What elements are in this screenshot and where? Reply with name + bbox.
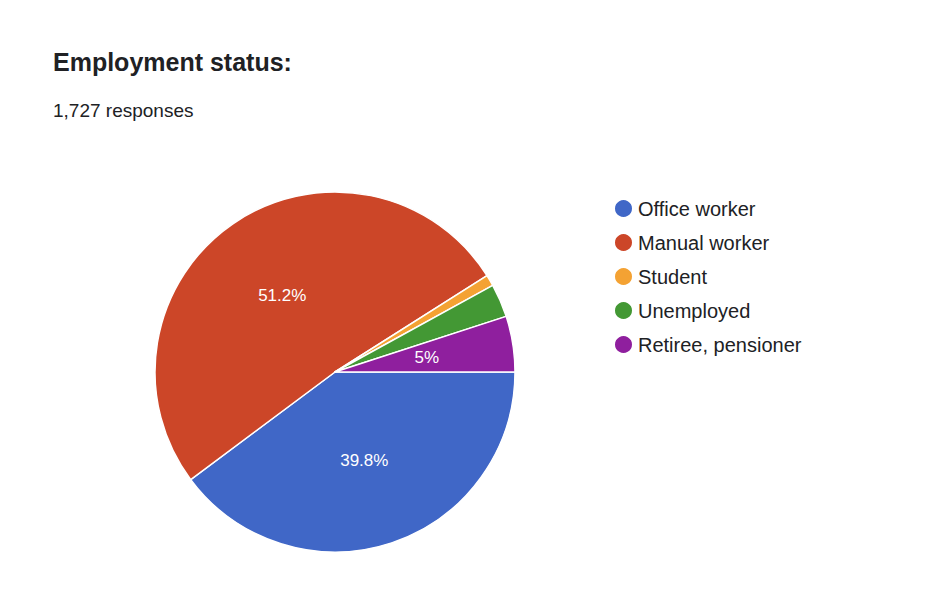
svg-text:Office worker: Office worker	[638, 198, 756, 220]
svg-text:51.2%: 51.2%	[258, 286, 306, 305]
svg-text:5%: 5%	[415, 348, 440, 367]
svg-text:39.8%: 39.8%	[340, 451, 388, 470]
svg-text:Employment status:: Employment status:	[53, 48, 292, 76]
svg-text:1,727 responses: 1,727 responses	[53, 100, 194, 121]
svg-text:Unemployed: Unemployed	[638, 300, 750, 322]
svg-text:Student: Student	[638, 266, 707, 288]
svg-text:Retiree, pensioner: Retiree, pensioner	[638, 334, 802, 356]
svg-text:Manual worker: Manual worker	[638, 232, 770, 254]
